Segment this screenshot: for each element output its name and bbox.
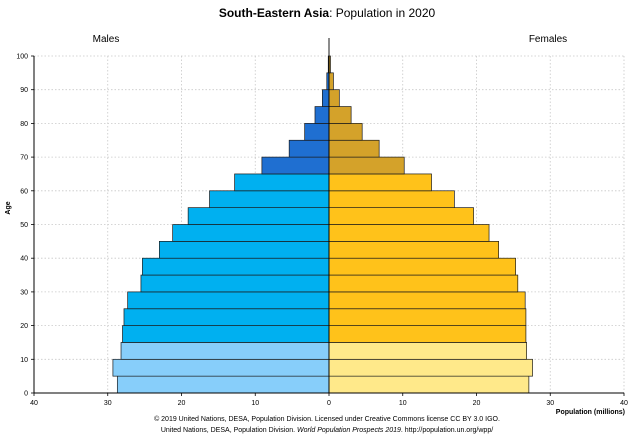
x-tick-label: 30 <box>546 400 554 407</box>
y-tick-label: 20 <box>20 323 28 330</box>
male-bar-60-64 <box>234 173 330 192</box>
credit-line-2-b: World Population Prospects 2019 <box>297 427 401 434</box>
y-tick-label: 60 <box>20 188 28 195</box>
x-tick-label: 0 <box>327 400 331 407</box>
female-bar-20-24 <box>328 308 527 326</box>
x-tick-label: 20 <box>473 400 481 407</box>
male-bar-45-49 <box>172 224 330 242</box>
male-bar-15-19 <box>122 325 330 343</box>
credit-line-2-a: United Nations, DESA, Population Divisio… <box>161 427 297 434</box>
female-bar-10-14 <box>328 342 527 360</box>
y-tick-label: 10 <box>20 357 28 364</box>
male-bar-85-89 <box>322 89 330 107</box>
male-bar-5-9 <box>112 358 330 377</box>
female-bar-60-64 <box>328 173 432 192</box>
credit-line-2: United Nations, DESA, Population Divisio… <box>161 427 493 434</box>
x-tick-label: 10 <box>399 400 407 407</box>
y-tick-label: 90 <box>20 87 28 94</box>
female-bar-90-94 <box>328 72 334 91</box>
male-bar-65-69 <box>261 156 330 175</box>
y-tick-label: 0 <box>24 391 28 398</box>
females-label: Females <box>529 34 567 45</box>
male-bar-75-79 <box>304 123 330 141</box>
chart-title-region: South-Eastern Asia <box>219 6 330 20</box>
bars <box>112 55 533 394</box>
male-bar-0-4 <box>116 375 330 394</box>
male-bar-40-44 <box>159 241 330 259</box>
female-bar-80-84 <box>328 106 352 124</box>
y-tick-label: 30 <box>20 289 28 296</box>
female-bar-45-49 <box>328 224 490 242</box>
female-bar-50-54 <box>328 207 474 225</box>
male-bar-80-84 <box>314 106 330 124</box>
female-bar-75-79 <box>328 123 363 141</box>
male-bar-25-29 <box>127 291 330 310</box>
credit-line-1: © 2019 United Nations, DESA, Population … <box>154 415 500 423</box>
y-tick-label: 80 <box>20 121 28 128</box>
female-bar-30-34 <box>328 274 519 293</box>
male-bar-70-74 <box>288 139 330 158</box>
female-bar-70-74 <box>328 139 380 158</box>
males-label: Males <box>93 34 120 45</box>
credit-line-2-c: . http://population.un.org/wpp/ <box>401 427 493 434</box>
female-bar-65-69 <box>328 156 405 175</box>
y-axis-label: Age <box>5 201 12 214</box>
male-bar-30-34 <box>140 274 330 293</box>
x-tick-label: 40 <box>620 400 628 407</box>
female-bar-55-59 <box>328 190 455 209</box>
female-bar-85-89 <box>328 89 340 107</box>
female-bar-25-29 <box>328 291 526 310</box>
chart-title-rest: : Population in 2020 <box>329 6 435 20</box>
male-bar-10-14 <box>120 342 330 360</box>
female-bar-5-9 <box>328 358 533 377</box>
x-tick-label: 20 <box>178 400 186 407</box>
female-bar-0-4 <box>328 375 530 394</box>
y-tick-label: 100 <box>16 54 28 61</box>
female-bar-35-39 <box>328 257 516 276</box>
x-axis-label: Population (millions) <box>556 409 625 416</box>
male-bar-50-54 <box>187 207 330 225</box>
male-bar-55-59 <box>209 190 330 209</box>
female-bar-40-44 <box>328 241 499 259</box>
x-tick-label: 40 <box>30 400 38 407</box>
chart-title: South-Eastern Asia: Population in 2020 <box>219 6 436 20</box>
y-tick-label: 50 <box>20 222 28 229</box>
y-tick-label: 70 <box>20 155 28 162</box>
male-bar-35-39 <box>142 257 330 276</box>
x-tick-label: 30 <box>104 400 112 407</box>
x-tick-label: 10 <box>251 400 259 407</box>
male-bar-20-24 <box>123 308 330 326</box>
y-tick-label: 40 <box>20 256 28 263</box>
female-bar-15-19 <box>328 325 527 343</box>
